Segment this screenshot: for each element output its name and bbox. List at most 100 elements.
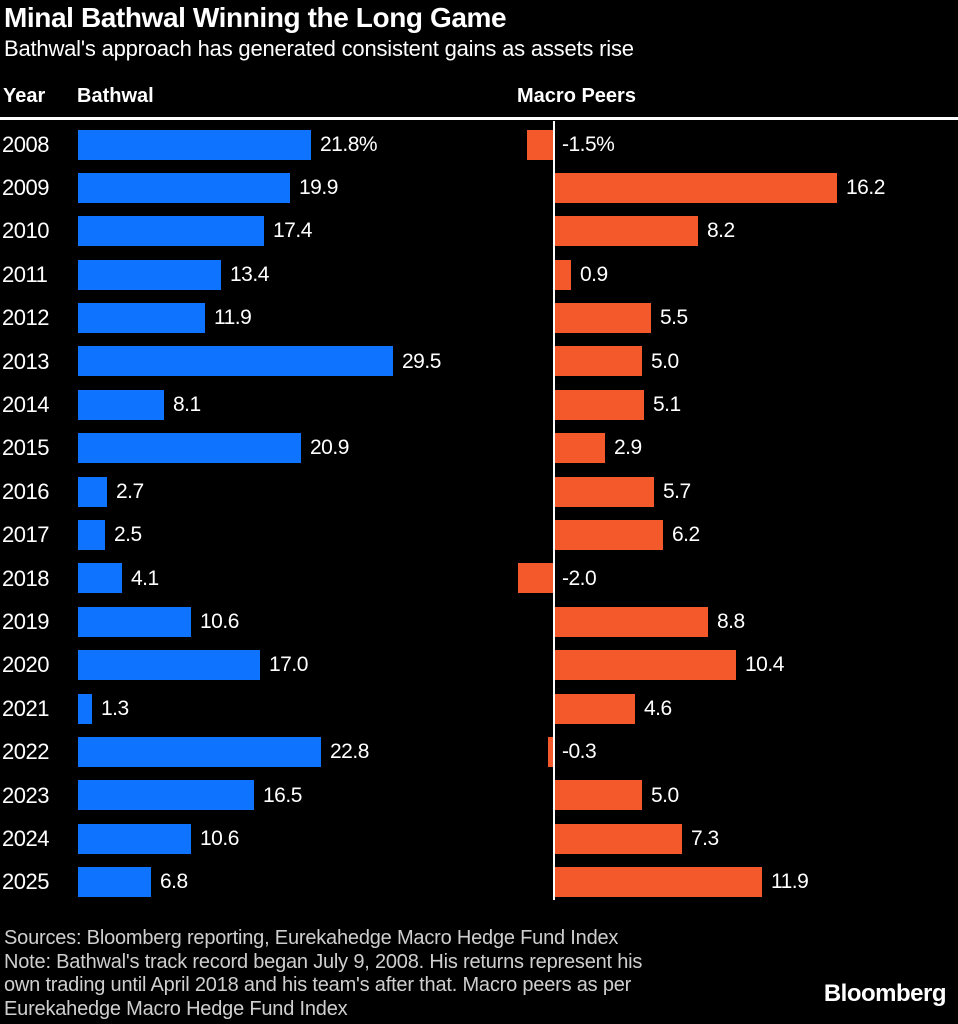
macro-value-label: 8.2 [707, 219, 735, 243]
macro-bar [555, 259, 571, 290]
chart-body: 2008 21.8% -1.5% 2009 19.9 16.2 2010 17.… [0, 121, 958, 904]
chart-row: 2011 13.4 0.9 [0, 253, 958, 296]
macro-bar [527, 129, 553, 160]
macro-value-label: 5.0 [651, 349, 679, 373]
year-label: 2009 [2, 175, 49, 201]
chart-row: 2018 4.1 -2.0 [0, 557, 958, 600]
bathwal-bar [78, 780, 254, 811]
bathwal-bar [78, 693, 92, 724]
year-label: 2020 [2, 652, 49, 678]
chart-row: 2012 11.9 5.5 [0, 297, 958, 340]
macro-bar [555, 172, 837, 203]
macro-bar [555, 606, 708, 637]
year-label: 2008 [2, 131, 49, 157]
macro-value-label: -0.3 [562, 740, 597, 764]
macro-value-label: 5.0 [651, 783, 679, 807]
bathwal-bar [78, 867, 151, 898]
chart-row: 2019 10.6 8.8 [0, 600, 958, 643]
bathwal-bar [78, 606, 191, 637]
bloomberg-logo: Bloomberg [823, 980, 947, 1007]
bathwal-value-label: 10.6 [200, 826, 239, 850]
header-rule [0, 117, 958, 120]
year-label: 2025 [2, 869, 49, 895]
bathwal-value-label: 17.0 [269, 653, 308, 677]
macro-bar [555, 520, 663, 551]
bathwal-bar [78, 563, 122, 594]
chart-row: 2022 22.8 -0.3 [0, 730, 958, 773]
bathwal-value-label: 20.9 [310, 436, 349, 460]
column-header-macro-peers: Macro Peers [517, 85, 636, 107]
bathwal-bar [78, 129, 311, 160]
bathwal-value-label: 4.1 [131, 566, 159, 590]
chart-row: 2014 8.1 5.1 [0, 383, 958, 426]
macro-bar [555, 303, 651, 334]
note-line: Note: Bathwal's track record began July … [4, 950, 643, 973]
macro-bar [555, 216, 698, 247]
year-label: 2023 [2, 782, 49, 808]
bathwal-value-label: 11.9 [214, 306, 252, 330]
year-label: 2015 [2, 435, 49, 461]
chart-row: 2017 2.5 6.2 [0, 514, 958, 557]
year-label: 2021 [2, 695, 49, 721]
macro-value-label: 2.9 [614, 436, 642, 460]
macro-bar [555, 650, 736, 681]
bathwal-bar [78, 650, 260, 681]
year-label: 2017 [2, 522, 49, 548]
bathwal-value-label: 29.5 [402, 349, 441, 373]
bathwal-bar [78, 259, 221, 290]
year-label: 2022 [2, 739, 49, 765]
year-label: 2013 [2, 348, 49, 374]
macro-value-label: 4.6 [644, 696, 672, 720]
chart-row: 2023 16.5 5.0 [0, 774, 958, 817]
macro-bar [555, 476, 654, 507]
chart-row: 2009 19.9 16.2 [0, 166, 958, 209]
bathwal-bar [78, 172, 290, 203]
page-title: Minal Bathwal Winning the Long Game [4, 2, 507, 33]
macro-bar [555, 693, 635, 724]
column-header-bathwal: Bathwal [77, 85, 154, 107]
macro-bar [555, 389, 644, 420]
bathwal-bar [78, 520, 105, 551]
bathwal-value-label: 17.4 [273, 219, 312, 243]
bathwal-bar [78, 346, 393, 377]
chart-row: 2010 17.4 8.2 [0, 210, 958, 253]
bathwal-value-label: 2.7 [116, 479, 144, 503]
sources-line: Sources: Bloomberg reporting, Eurekahedg… [4, 927, 619, 949]
year-label: 2016 [2, 478, 49, 504]
bathwal-value-label: 21.8% [320, 132, 378, 156]
year-label: 2018 [2, 565, 49, 591]
macro-bar [548, 736, 553, 767]
macro-value-label: 7.3 [691, 826, 719, 850]
macro-zero-axis-line [553, 121, 555, 900]
bathwal-bar [78, 216, 264, 247]
bathwal-value-label: 2.5 [114, 523, 142, 547]
macro-value-label: 10.4 [745, 653, 784, 677]
chart-row: 2024 10.6 7.3 [0, 817, 958, 860]
year-label: 2014 [2, 392, 49, 418]
macro-bar [555, 867, 762, 898]
macro-value-label: 5.5 [660, 306, 688, 330]
bathwal-value-label: 13.4 [230, 262, 269, 286]
bathwal-value-label: 16.5 [263, 783, 302, 807]
note-line: own trading until April 2018 and his tea… [4, 974, 632, 996]
footer-notes: Sources: Bloomberg reporting, Eurekahedg… [4, 927, 642, 1021]
chart-row: 2021 1.3 4.6 [0, 687, 958, 730]
note-line: Eurekahedge Macro Hedge Fund Index [4, 997, 348, 1020]
macro-bar [555, 780, 642, 811]
macro-value-label: 16.2 [846, 176, 885, 200]
bathwal-value-label: 6.8 [160, 870, 188, 894]
bathwal-value-label: 22.8 [330, 740, 369, 764]
macro-bar [555, 346, 642, 377]
year-label: 2019 [2, 608, 49, 634]
macro-value-label: -2.0 [562, 566, 597, 590]
chart-row: 2025 6.8 11.9 [0, 861, 958, 904]
year-label: 2011 [2, 261, 48, 287]
macro-value-label: -1.5% [562, 132, 615, 156]
macro-value-label: 8.8 [717, 609, 745, 633]
year-label: 2010 [2, 218, 49, 244]
bathwal-bar [78, 389, 164, 420]
macro-value-label: 11.9 [771, 870, 809, 894]
chart-row: 2013 29.5 5.0 [0, 340, 958, 383]
bathwal-bar [78, 823, 191, 854]
